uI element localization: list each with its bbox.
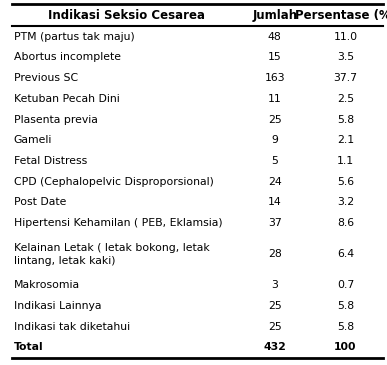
Text: 48: 48 (268, 32, 282, 42)
Text: Fetal Distress: Fetal Distress (14, 156, 87, 166)
Text: Indikasi tak diketahui: Indikasi tak diketahui (14, 322, 130, 332)
Text: Persentase (%): Persentase (%) (295, 8, 387, 22)
Text: 15: 15 (268, 53, 282, 62)
Text: Post Date: Post Date (14, 197, 66, 207)
Text: Jumlah: Jumlah (252, 8, 297, 22)
Text: Gameli: Gameli (14, 135, 52, 145)
Text: 3.5: 3.5 (337, 53, 354, 62)
Text: 28: 28 (268, 249, 282, 259)
Text: 5: 5 (271, 156, 278, 166)
Text: 37: 37 (268, 218, 282, 228)
Text: Plasenta previa: Plasenta previa (14, 115, 98, 124)
Text: 9: 9 (271, 135, 278, 145)
Text: 100: 100 (334, 342, 357, 352)
Text: 37.7: 37.7 (333, 73, 358, 83)
Text: Hipertensi Kehamilan ( PEB, Eklamsia): Hipertensi Kehamilan ( PEB, Eklamsia) (14, 218, 222, 228)
Text: 163: 163 (264, 73, 285, 83)
Text: 3: 3 (271, 280, 278, 290)
Text: Indikasi Lainnya: Indikasi Lainnya (14, 301, 101, 311)
Text: Indikasi Seksio Cesarea: Indikasi Seksio Cesarea (48, 8, 205, 22)
Text: PTM (partus tak maju): PTM (partus tak maju) (14, 32, 134, 42)
Text: 2.5: 2.5 (337, 94, 354, 104)
Text: 1.1: 1.1 (337, 156, 354, 166)
Text: Abortus incomplete: Abortus incomplete (14, 53, 120, 62)
Text: 11: 11 (268, 94, 282, 104)
Text: 11.0: 11.0 (333, 32, 358, 42)
Text: 25: 25 (268, 115, 282, 124)
Text: Kelainan Letak ( letak bokong, letak
lintang, letak kaki): Kelainan Letak ( letak bokong, letak lin… (14, 243, 209, 266)
Text: 2.1: 2.1 (337, 135, 354, 145)
Text: 0.7: 0.7 (337, 280, 354, 290)
Text: 3.2: 3.2 (337, 197, 354, 207)
Text: 5.6: 5.6 (337, 177, 354, 187)
Text: Total: Total (14, 342, 43, 352)
Text: Makrosomia: Makrosomia (14, 280, 80, 290)
Text: 6.4: 6.4 (337, 249, 354, 259)
Text: Previous SC: Previous SC (14, 73, 78, 83)
Text: 25: 25 (268, 301, 282, 311)
Text: 5.8: 5.8 (337, 301, 354, 311)
Text: 24: 24 (268, 177, 282, 187)
Text: 5.8: 5.8 (337, 115, 354, 124)
Text: Ketuban Pecah Dini: Ketuban Pecah Dini (14, 94, 119, 104)
Text: 432: 432 (263, 342, 286, 352)
Text: 14: 14 (268, 197, 282, 207)
Text: 5.8: 5.8 (337, 322, 354, 332)
Text: CPD (Cephalopelvic Disproporsional): CPD (Cephalopelvic Disproporsional) (14, 177, 213, 187)
Text: 8.6: 8.6 (337, 218, 354, 228)
Text: 25: 25 (268, 322, 282, 332)
